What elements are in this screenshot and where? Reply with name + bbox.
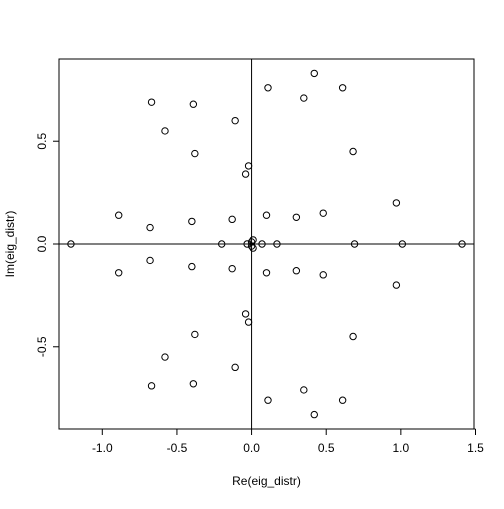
data-point bbox=[146, 223, 154, 232]
data-point bbox=[310, 69, 318, 78]
data-points bbox=[67, 69, 466, 419]
data-point bbox=[350, 240, 359, 248]
data-point bbox=[191, 330, 199, 339]
data-point bbox=[273, 240, 281, 248]
data-point bbox=[189, 380, 198, 388]
data-point bbox=[349, 332, 357, 341]
data-point bbox=[146, 256, 154, 265]
y-axis-title: Im(eig_distr) bbox=[3, 211, 17, 278]
x-tick-label: 0.5 bbox=[318, 441, 335, 455]
y-tick-label: -0.5 bbox=[35, 336, 49, 357]
data-point bbox=[218, 240, 226, 248]
data-point bbox=[264, 396, 272, 404]
data-point bbox=[258, 240, 266, 248]
data-point bbox=[319, 209, 327, 217]
data-point bbox=[243, 240, 251, 248]
data-point bbox=[67, 240, 75, 248]
x-tick-label: 0.0 bbox=[243, 441, 260, 455]
data-point bbox=[188, 262, 196, 271]
data-point bbox=[191, 149, 199, 158]
data-point bbox=[392, 199, 401, 207]
x-axis: -1.0 -0.5 0.0 0.5 1.0 1.5 bbox=[92, 428, 484, 455]
data-point bbox=[147, 382, 156, 390]
data-point bbox=[338, 84, 347, 92]
data-point bbox=[264, 84, 272, 92]
data-point bbox=[398, 240, 407, 248]
y-axis: -0.5 0.0 0.5 bbox=[35, 133, 60, 357]
data-point bbox=[300, 386, 308, 394]
data-point bbox=[249, 236, 257, 244]
data-point bbox=[458, 240, 466, 248]
reference-lines bbox=[59, 59, 474, 429]
data-point bbox=[310, 410, 318, 419]
data-point bbox=[241, 170, 250, 178]
data-point bbox=[349, 147, 357, 156]
data-point bbox=[161, 127, 169, 135]
data-point bbox=[249, 244, 257, 252]
data-point bbox=[392, 281, 401, 289]
data-point bbox=[292, 267, 301, 275]
x-tick-label: 1.0 bbox=[393, 441, 410, 455]
y-tick-label: 0.5 bbox=[35, 133, 49, 150]
x-tick-label: -0.5 bbox=[167, 441, 188, 455]
data-point bbox=[231, 363, 239, 372]
x-axis-title: Re(eig_distr) bbox=[232, 474, 301, 488]
data-point bbox=[189, 100, 198, 108]
data-point bbox=[147, 98, 156, 106]
data-point bbox=[231, 116, 239, 125]
data-point bbox=[228, 264, 236, 273]
data-point bbox=[228, 215, 236, 224]
data-point bbox=[300, 94, 308, 102]
data-point bbox=[319, 271, 327, 279]
data-point bbox=[338, 396, 347, 404]
data-point bbox=[241, 310, 250, 318]
data-point bbox=[188, 217, 196, 226]
data-point bbox=[262, 269, 271, 277]
data-point bbox=[262, 211, 271, 219]
data-point bbox=[115, 269, 123, 277]
x-tick-label: 1.5 bbox=[467, 441, 484, 455]
x-tick-label: -1.0 bbox=[92, 441, 113, 455]
data-point bbox=[244, 162, 253, 170]
y-tick-label: 0.0 bbox=[35, 235, 49, 252]
data-point bbox=[115, 211, 123, 219]
data-point bbox=[244, 318, 253, 326]
data-point bbox=[292, 213, 301, 221]
data-point bbox=[161, 353, 169, 361]
